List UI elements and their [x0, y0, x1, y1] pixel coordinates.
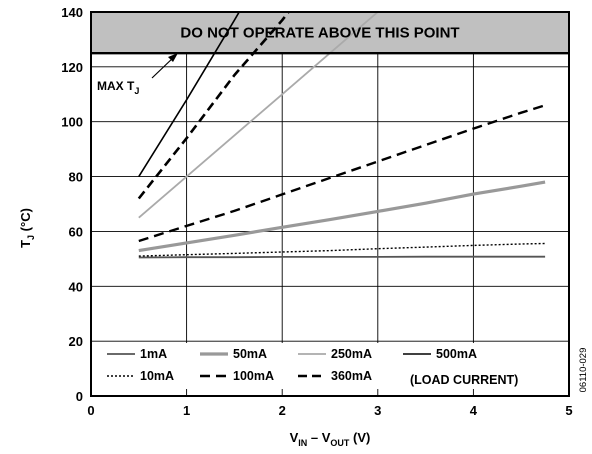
series-line-1mA [138, 255, 546, 259]
series-lines [137, 12, 546, 259]
y-tick-label: 40 [69, 279, 83, 294]
series-line-360mA [137, 12, 291, 200]
legend-label-1mA: 1mA [140, 347, 167, 361]
do-not-operate-label: DO NOT OPERATE ABOVE THIS POINT [180, 25, 459, 42]
x-axis-label: VIN – VOUT (V) [290, 430, 371, 448]
x-tick-label: 3 [374, 403, 381, 418]
plot-area [91, 12, 569, 396]
legend-label-100mA: 100mA [233, 369, 274, 383]
y-tick-label: 120 [61, 60, 83, 75]
series-line-500mA [138, 12, 241, 178]
max-tj-annotation: MAX TJ [97, 79, 139, 96]
legend-label-250mA: 250mA [331, 347, 372, 361]
do-not-operate-band [91, 12, 569, 54]
y-tick-label: 80 [69, 170, 83, 185]
x-tick-label: 5 [565, 403, 572, 418]
x-tick-label: 2 [279, 403, 286, 418]
max-tj-arrowhead [168, 53, 178, 62]
gridlines [91, 53, 569, 396]
legend-load-current-note: (LOAD CURRENT) [410, 373, 518, 387]
x-tick-label: 0 [87, 403, 94, 418]
legend [100, 343, 556, 389]
series-line-100mA [138, 104, 546, 243]
series-line-50mA [138, 180, 546, 253]
y-tick-label: 0 [76, 389, 83, 404]
x-tick-labels: 0 1 2 3 4 5 [87, 403, 572, 418]
y-tick-label: 20 [69, 334, 83, 349]
figure-id: 06110-029 [578, 348, 589, 393]
y-axis-label: TJ (°C) [18, 208, 36, 248]
y-tick-labels: 0 20 40 60 80 100 120 140 [61, 5, 83, 404]
y-tick-label: 60 [69, 224, 83, 239]
y-tick-label: 140 [61, 5, 83, 20]
series-line-250mA [138, 12, 379, 219]
legend-label-10mA: 10mA [140, 369, 174, 383]
y-tick-label: 100 [61, 115, 83, 130]
x-tick-label: 1 [183, 403, 190, 418]
legend-label-500mA: 500mA [436, 347, 477, 361]
legend-items: 1mA 50mA 250mA 500mA 10mA 100mA 360mA [107, 347, 477, 383]
legend-label-360mA: 360mA [331, 369, 372, 383]
plot-frame [90, 11, 570, 397]
legend-label-50mA: 50mA [233, 347, 267, 361]
x-tick-label: 4 [470, 403, 478, 418]
